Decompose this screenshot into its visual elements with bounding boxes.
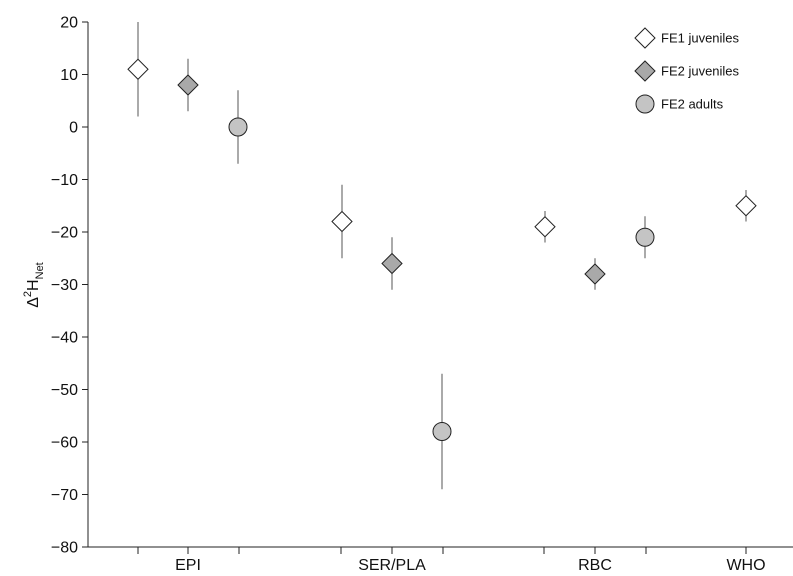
legend-marker (634, 27, 656, 49)
y-tick-label: −50 (51, 382, 78, 399)
legend: FE1 juveniles FE2 juveniles FE2 adults (634, 27, 740, 114)
y-axis-label-main: H (25, 279, 42, 291)
y-tick-label: −80 (51, 540, 78, 557)
y-tick-label: −20 (51, 225, 78, 242)
legend-marker (635, 94, 655, 114)
legend-marker (634, 60, 656, 82)
x-category-label: EPI (175, 557, 201, 574)
data-point (635, 227, 655, 247)
error-bars (137, 22, 747, 490)
x-category-label: SER/PLA (358, 557, 426, 574)
y-tick-label: 20 (60, 15, 78, 32)
data-point (331, 210, 353, 233)
x-category-label: WHO (726, 557, 765, 574)
y-tick-label: 0 (69, 120, 78, 137)
y-tick-label: −60 (51, 435, 78, 452)
data-point (228, 117, 248, 137)
legend-label: FE2 adults (661, 97, 724, 112)
x-ticks: EPI SER/PLA RBC WHO (137, 547, 766, 574)
data-point (177, 74, 199, 96)
y-tick-label: −10 (51, 172, 78, 189)
data-markers (127, 58, 757, 441)
data-point (584, 263, 606, 285)
y-ticks: 20 10 0 −10 −20 −30 −40 −50 −60 −70 −80 (51, 15, 88, 557)
y-axis-label-sub: Net (34, 262, 46, 279)
y-axis-label-sup: 2 (22, 291, 34, 297)
data-point (735, 195, 757, 217)
legend-label: FE2 juveniles (661, 64, 740, 79)
x-category-label: RBC (578, 557, 612, 574)
y-axis-label: Δ2HNet (22, 262, 46, 308)
y-tick-label: 10 (60, 67, 78, 84)
y-tick-label: −30 (51, 277, 78, 294)
data-point (534, 216, 556, 238)
legend-label: FE1 juveniles (661, 31, 740, 46)
data-point (381, 252, 403, 275)
y-axis-label-base: Δ (25, 297, 42, 308)
y-tick-label: −40 (51, 330, 78, 347)
data-point (432, 422, 452, 441)
data-point (127, 58, 149, 80)
y-tick-label: −70 (51, 487, 78, 504)
